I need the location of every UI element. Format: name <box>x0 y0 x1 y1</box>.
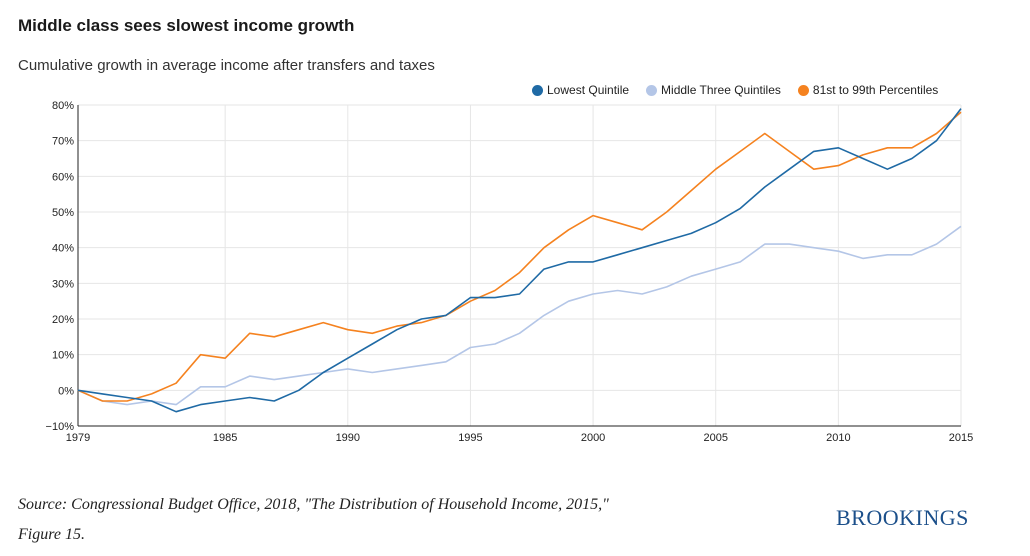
grid-lines <box>77 104 962 427</box>
series-line-middle-three-quintiles <box>77 225 962 406</box>
legend-label: Middle Three Quintiles <box>661 83 781 97</box>
y-tick-label: 10% <box>52 350 74 362</box>
y-tick-label: 60% <box>52 171 74 183</box>
x-tick-label: 1985 <box>213 432 237 444</box>
y-tick-label: 50% <box>52 207 74 219</box>
series-lines <box>77 108 962 413</box>
legend: Lowest Quintile Middle Three Quintiles 8… <box>532 83 955 97</box>
legend-item-middle-three-quintiles: Middle Three Quintiles <box>646 83 781 97</box>
x-tick-label: 2005 <box>703 432 727 444</box>
series-line-lowest-quintile <box>77 108 962 413</box>
series-line-81st-to-99th-percentiles <box>77 111 962 402</box>
legend-swatch <box>532 84 543 96</box>
chart-title: Middle class sees slowest income growth <box>18 16 355 35</box>
y-tick-label: 30% <box>52 278 74 290</box>
y-tick-label: 80% <box>52 100 74 112</box>
y-axis: −10% 0% 10% 20% 30% 40% 50% 60% 70% 80% <box>46 100 75 433</box>
y-tick-label: 0% <box>58 385 74 397</box>
brookings-logo: BROOKINGS <box>836 505 969 530</box>
chart-subtitle: Cumulative growth in average income afte… <box>18 57 435 74</box>
x-tick-label: 1995 <box>458 432 482 444</box>
y-tick-label: 20% <box>52 314 74 326</box>
y-tick-label: 40% <box>52 243 74 255</box>
x-tick-label: 2015 <box>949 432 973 444</box>
legend-label: Lowest Quintile <box>547 83 630 97</box>
y-tick-label: 70% <box>52 136 74 148</box>
y-tick-label: −10% <box>46 421 75 433</box>
source-note: Source: Congressional Budget Office, 201… <box>18 496 609 543</box>
x-tick-label: 1990 <box>336 432 360 444</box>
legend-swatch <box>797 84 809 96</box>
legend-item-lowest-quintile: Lowest Quintile <box>532 83 629 97</box>
line-chart: −10%0%10%20%30%40%50%60%70%80% 1979 1985 1… <box>46 100 974 444</box>
legend-swatch <box>646 84 658 96</box>
x-tick-label: 2000 <box>581 432 605 444</box>
x-axis: 1979 1985 1990 1995 2000 2005 2010 2015 <box>66 432 973 444</box>
x-tick-label: 2010 <box>826 432 850 444</box>
x-tick-label: 1979 <box>66 432 90 444</box>
legend-label: 81st to 99th Percentiles <box>812 83 939 97</box>
legend-item-81st-99th-percentiles: 81st to 99th Percentiles <box>797 83 939 97</box>
